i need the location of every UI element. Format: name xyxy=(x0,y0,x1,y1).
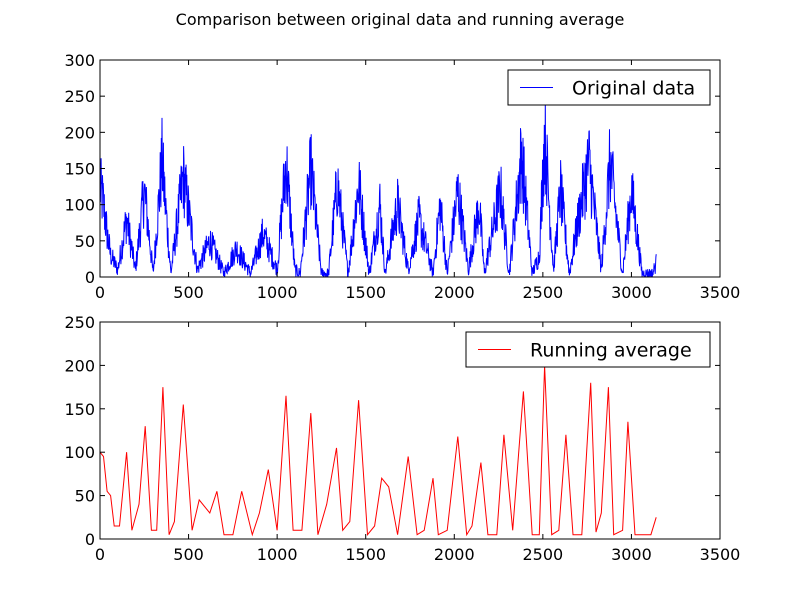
y-tick-label: 300 xyxy=(64,51,95,70)
axes-frame xyxy=(99,321,721,540)
x-tick-label: 2500 xyxy=(522,283,563,302)
y-tick-label: 200 xyxy=(64,123,95,142)
series-line-2-1 xyxy=(100,365,657,537)
x-tick-label: 2500 xyxy=(522,545,563,564)
x-tick-label: 0 xyxy=(95,283,105,302)
y-tick-label: 200 xyxy=(64,356,95,375)
y-tick-label: 150 xyxy=(64,400,95,419)
figure-title: Comparison between original data and run… xyxy=(175,10,625,29)
x-tick-label: 500 xyxy=(173,545,204,564)
x-tick-label: 2000 xyxy=(434,545,475,564)
x-tick-label: 1500 xyxy=(345,545,386,564)
y-tick-label: 50 xyxy=(75,232,95,251)
x-tick-label: 2000 xyxy=(434,283,475,302)
x-tick-label: 3500 xyxy=(700,545,741,564)
chart-panel-2: 0 500 1000 1500 2000 2500 3000 3500 0 50 100 150 200… xyxy=(64,313,740,564)
y-tick-label: 250 xyxy=(64,313,95,332)
x-tick-label: 3000 xyxy=(611,283,652,302)
legend: Original data xyxy=(507,69,711,106)
y-tick-label: 250 xyxy=(64,87,95,106)
x-tick-label: 0 xyxy=(95,545,105,564)
y-tick-label: 0 xyxy=(85,268,95,287)
legend: Running average xyxy=(465,331,711,368)
y-tick-label: 50 xyxy=(75,487,95,506)
x-tick-label: 1000 xyxy=(257,545,298,564)
legend-label: Original data xyxy=(572,78,695,100)
x-tick-label: 500 xyxy=(173,283,204,302)
y-tick-label: 150 xyxy=(64,160,95,179)
y-tick-label: 100 xyxy=(64,196,95,215)
legend-label: Running average xyxy=(530,340,692,362)
y-tick-label: 100 xyxy=(64,443,95,462)
x-tick-label: 1500 xyxy=(345,283,386,302)
x-tick-label: 3500 xyxy=(700,283,741,302)
x-tick-label: 1000 xyxy=(257,283,298,302)
y-tick-label: 0 xyxy=(85,530,95,549)
series-line-1-1 xyxy=(100,97,657,277)
chart-panel-1: 0 500 1000 1500 2000 2500 3000 3500 0 50 100 150 200… xyxy=(64,51,740,302)
x-tick-label: 3000 xyxy=(611,545,652,564)
